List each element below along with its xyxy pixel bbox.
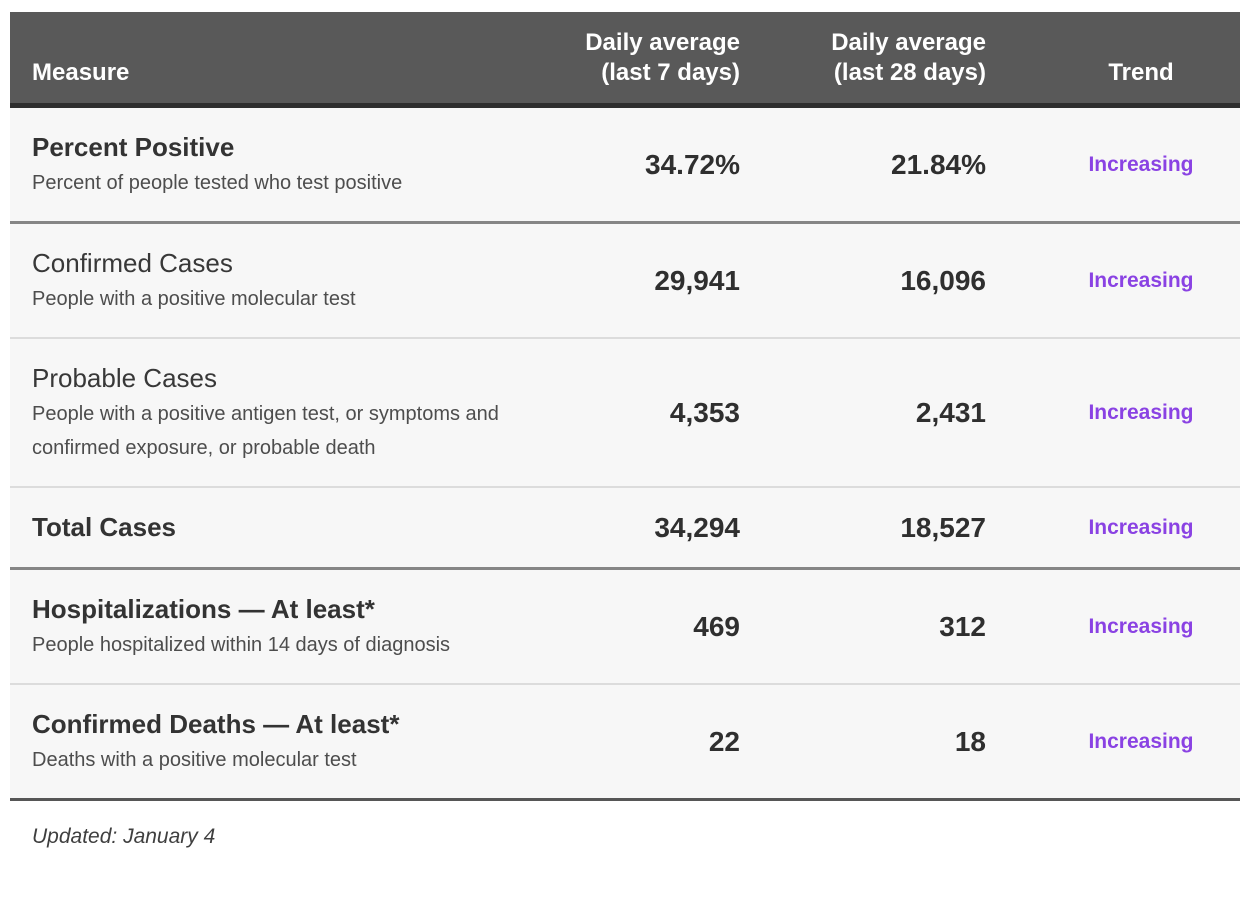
measure-title: Probable Cases [32, 363, 217, 393]
trend-value: Increasing [1088, 515, 1194, 539]
measure-cell: Probable Cases People with a positive an… [10, 339, 530, 486]
measure-cell: Confirmed Deaths — At least* Deaths with… [10, 685, 530, 798]
measure-title: Percent Positive [32, 132, 235, 162]
updated-note: Updated: January 4 [32, 825, 216, 848]
value-7day: 22 [708, 725, 740, 757]
value-28day: 21.84% [891, 148, 986, 180]
metrics-table: Measure Daily average (last 7 days) Dail… [10, 12, 1240, 801]
table-header-row: Measure Daily average (last 7 days) Dail… [10, 12, 1240, 108]
column-header-avg28: Daily average (last 28 days) [831, 29, 986, 86]
column-header-trend: Trend [1108, 59, 1174, 86]
table-row-probable-cases: Probable Cases People with a positive an… [10, 339, 1240, 488]
value-28day: 312 [939, 610, 986, 642]
measure-cell: Percent Positive Percent of people teste… [10, 108, 530, 221]
value-28day: 18,527 [900, 511, 986, 543]
measure-title: Hospitalizations — At least* [32, 594, 375, 624]
value-28day: 16,096 [900, 264, 986, 296]
measure-cell: Total Cases [10, 488, 530, 567]
trend-value: Increasing [1088, 729, 1194, 753]
column-header-measure-label: Measure [32, 59, 130, 86]
value-7day: 469 [693, 610, 740, 642]
measure-description: Percent of people tested who test positi… [32, 172, 403, 194]
measure-cell: Confirmed Cases People with a positive m… [10, 224, 530, 337]
measure-description: Deaths with a positive molecular test [32, 749, 357, 771]
measure-description: People hospitalized within 14 days of di… [32, 634, 451, 656]
value-7day: 4,353 [669, 396, 740, 428]
trend-value: Increasing [1088, 614, 1194, 638]
value-28day: 2,431 [915, 396, 986, 428]
column-header-avg7: Daily average (last 7 days) [585, 29, 740, 86]
table-row-percent-positive: Percent Positive Percent of people teste… [10, 108, 1240, 224]
table-row-confirmed-cases: Confirmed Cases People with a positive m… [10, 224, 1240, 339]
trend-value: Increasing [1088, 400, 1194, 424]
column-header-measure: Measure [10, 58, 530, 103]
table-row-total-cases: Total Cases 34,294 18,527 Increasing [10, 488, 1240, 570]
measure-cell: Hospitalizations — At least* People hosp… [10, 570, 530, 683]
trend-value: Increasing [1088, 152, 1194, 176]
measure-title: Confirmed Deaths — At least* [32, 709, 400, 739]
table-row-confirmed-deaths: Confirmed Deaths — At least* Deaths with… [10, 685, 1240, 801]
measure-description: People with a positive molecular test [32, 288, 356, 310]
value-7day: 34,294 [654, 511, 740, 543]
value-28day: 18 [954, 725, 986, 757]
measure-title: Confirmed Cases [32, 248, 233, 278]
measure-title: Total Cases [32, 512, 177, 542]
value-7day: 29,941 [654, 264, 740, 296]
table-row-hospitalizations: Hospitalizations — At least* People hosp… [10, 570, 1240, 685]
trend-value: Increasing [1088, 268, 1194, 292]
value-7day: 34.72% [645, 148, 740, 180]
measure-description: People with a positive antigen test, or … [32, 403, 499, 459]
